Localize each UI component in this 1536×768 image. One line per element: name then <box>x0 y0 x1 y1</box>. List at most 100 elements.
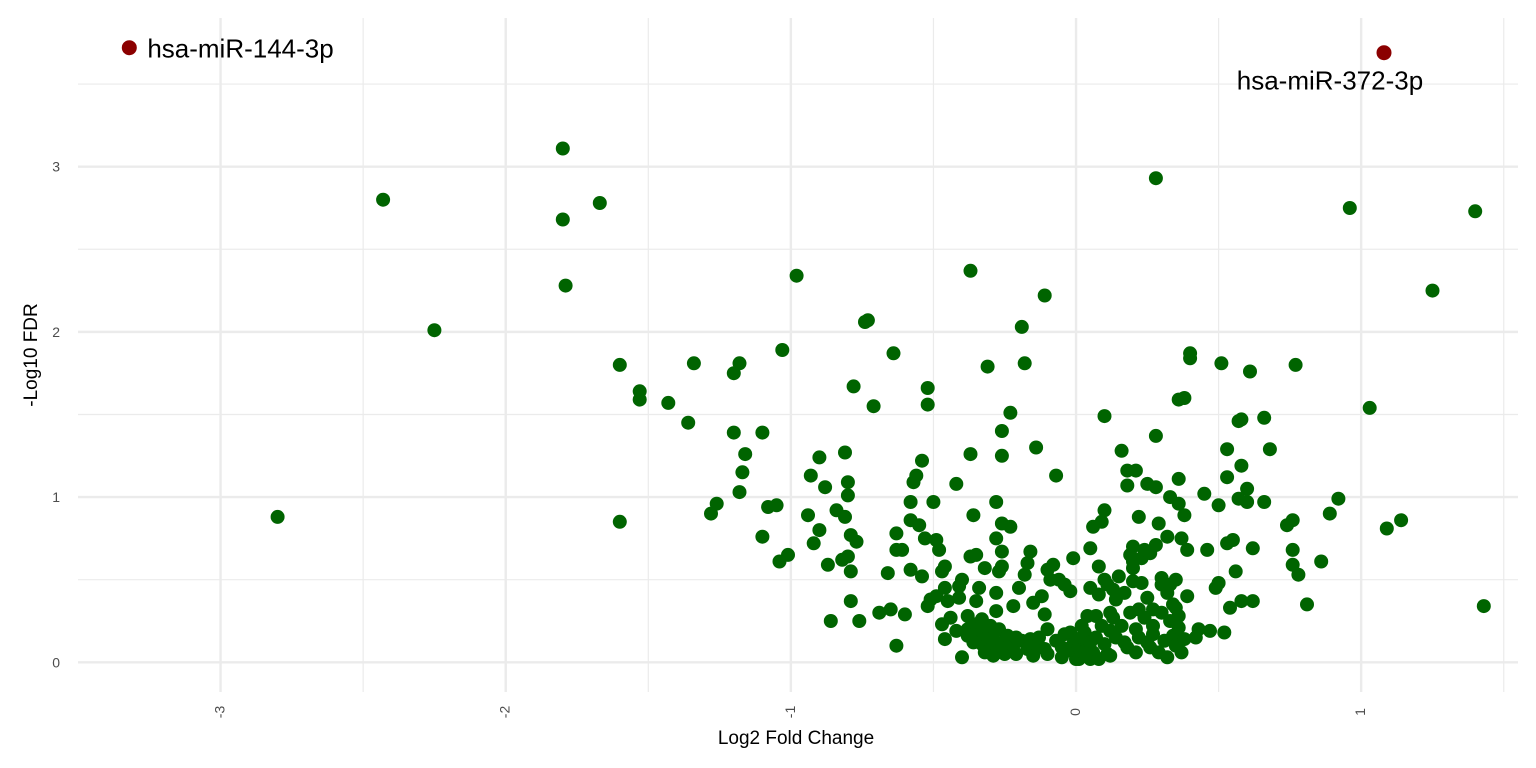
data-point <box>1160 529 1175 544</box>
data-point <box>1240 495 1255 509</box>
data-point <box>920 397 935 412</box>
data-point <box>1331 491 1346 506</box>
data-point <box>860 313 875 328</box>
data-point <box>986 648 1001 663</box>
data-point <box>1148 171 1163 186</box>
y-tick-labels: 0 1 2 3 <box>52 159 60 671</box>
data-point <box>769 498 784 513</box>
data-point <box>803 468 818 483</box>
data-point <box>838 445 852 460</box>
data-point <box>903 495 918 509</box>
data-point <box>1243 364 1257 379</box>
data-point <box>755 425 770 440</box>
data-point <box>1003 519 1018 534</box>
data-point <box>1140 590 1155 605</box>
data-point <box>1214 356 1229 371</box>
data-point <box>801 508 815 523</box>
data-point <box>1134 576 1149 590</box>
data-point <box>840 549 855 564</box>
data-point <box>969 547 984 562</box>
data-point <box>1211 576 1226 590</box>
data-point <box>1117 585 1132 600</box>
data-point <box>1046 557 1061 572</box>
data-point <box>1220 442 1235 457</box>
data-point <box>989 495 1004 509</box>
data-point <box>820 557 835 572</box>
data-point <box>840 475 855 490</box>
data-point <box>1034 589 1049 604</box>
data-point <box>1322 506 1337 521</box>
data-point <box>1037 607 1052 622</box>
data-point <box>1094 514 1109 529</box>
y-tick-label: 3 <box>52 159 60 175</box>
data-point <box>1291 567 1306 582</box>
data-point <box>1177 508 1192 523</box>
x-tick-label: 0 <box>1067 708 1083 716</box>
data-point <box>1342 201 1357 215</box>
data-point <box>427 323 442 338</box>
data-point <box>895 542 910 557</box>
data-point <box>1037 288 1052 303</box>
data-point <box>1171 496 1186 511</box>
data-point <box>732 485 747 500</box>
data-point <box>726 425 741 440</box>
y-tick-label: 1 <box>52 489 60 505</box>
minor-gridlines <box>78 18 1518 692</box>
data-point <box>917 531 932 546</box>
data-point <box>997 647 1012 661</box>
data-point <box>1245 594 1260 609</box>
data-point <box>966 508 981 523</box>
data-point <box>897 607 912 622</box>
x-tick-label: 1 <box>1352 708 1368 716</box>
data-point <box>912 518 927 533</box>
data-point <box>1379 521 1394 536</box>
data-point <box>1003 405 1018 420</box>
data-point <box>989 604 1004 619</box>
data-point <box>1020 556 1035 571</box>
data-point <box>1468 204 1483 219</box>
data-point <box>1257 495 1272 509</box>
data-point <box>889 526 904 541</box>
data-point <box>926 495 941 509</box>
x-tick-label: -1 <box>782 706 798 719</box>
data-point <box>1285 542 1300 557</box>
data-point <box>883 602 898 617</box>
data-point <box>940 594 955 609</box>
data-point <box>1300 597 1314 612</box>
data-point <box>1151 516 1166 531</box>
data-point <box>886 346 901 361</box>
highlighted-point <box>1376 45 1392 61</box>
data-point <box>843 564 858 579</box>
data-point <box>1148 480 1163 495</box>
highlighted-point <box>121 40 137 56</box>
data-point <box>1029 440 1044 455</box>
data-point <box>781 547 795 562</box>
data-point <box>949 476 964 491</box>
data-point <box>732 356 747 371</box>
data-point <box>1148 428 1163 443</box>
data-point <box>1009 647 1024 661</box>
data-point <box>915 569 929 584</box>
x-tick-labels: -3 -2 -1 0 1 <box>212 706 1369 719</box>
data-point <box>1111 569 1126 584</box>
data-point <box>1049 468 1064 483</box>
data-point <box>929 589 944 604</box>
data-point <box>937 632 952 647</box>
data-point <box>840 488 855 503</box>
data-point <box>709 496 724 511</box>
data-point <box>555 212 570 227</box>
data-point <box>1017 356 1032 371</box>
data-point <box>1234 594 1249 609</box>
data-point <box>1183 346 1198 361</box>
data-point <box>686 356 701 371</box>
y-tick-label: 0 <box>52 654 60 670</box>
data-point <box>1180 589 1195 604</box>
data-point <box>1026 648 1041 663</box>
data-point <box>1234 458 1249 473</box>
data-point <box>775 343 790 357</box>
data-point <box>1223 600 1237 615</box>
data-point <box>1114 443 1129 458</box>
data-point <box>1174 531 1189 546</box>
data-point <box>823 614 838 628</box>
